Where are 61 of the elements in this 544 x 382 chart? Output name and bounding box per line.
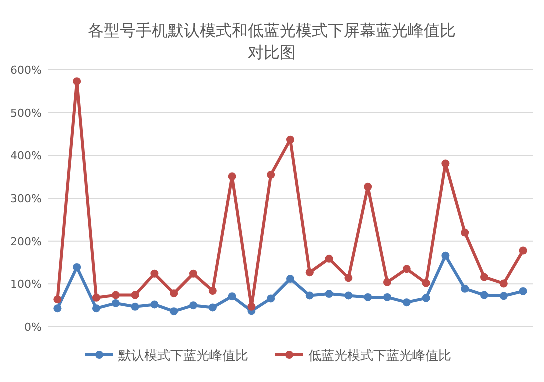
point: [364, 293, 372, 302]
point: [73, 263, 82, 272]
point: [286, 275, 294, 284]
point: [92, 304, 100, 313]
point: [344, 292, 353, 300]
point: [170, 290, 178, 298]
point: [325, 290, 334, 298]
point: [306, 268, 314, 277]
legend-label: 低蓝光模式下蓝光峰值比: [308, 349, 452, 364]
point: [500, 292, 508, 300]
point: [461, 284, 470, 293]
point: [208, 304, 217, 312]
y-tick-label: 0%: [24, 321, 42, 334]
point: [112, 299, 120, 308]
point: [73, 78, 82, 86]
point: [112, 291, 120, 300]
point: [150, 270, 159, 278]
point: [442, 160, 450, 168]
point: [384, 278, 392, 286]
y-tick-label: 100%: [10, 278, 42, 292]
point: [267, 294, 276, 303]
legend-item: 默认模式下蓝光峰值比: [86, 349, 248, 364]
legend-label: 默认模式下蓝光峰值比: [118, 349, 248, 364]
point: [325, 254, 334, 263]
y-tick-label: 500%: [10, 106, 42, 120]
title: 各型号手机默认模式和低蓝光模式下屏幕蓝光峰值比对比图: [87, 20, 457, 64]
point: [150, 300, 159, 309]
y-tick-label: 300%: [10, 192, 42, 206]
point: [384, 293, 392, 302]
point: [208, 287, 217, 296]
point: [170, 308, 178, 316]
point: [228, 292, 236, 301]
point: [364, 182, 372, 191]
point: [422, 279, 430, 288]
y-tick-label: 200%: [10, 235, 42, 248]
point: [54, 296, 62, 304]
point: [54, 304, 62, 313]
y-tick-label: 600%: [10, 64, 42, 77]
point: [131, 291, 140, 300]
point: [461, 228, 470, 237]
legend-item: 低蓝光模式下蓝光峰值比: [276, 349, 452, 364]
point: [519, 246, 528, 255]
point: [190, 302, 198, 310]
point: [422, 294, 430, 302]
point: [92, 294, 100, 302]
point: [190, 270, 198, 278]
point: [480, 273, 488, 282]
point: [267, 170, 276, 179]
point: [131, 302, 140, 311]
point: [500, 280, 508, 288]
point: [480, 291, 488, 300]
point: [306, 292, 314, 300]
point: [442, 252, 450, 260]
point: [402, 298, 411, 307]
point: [402, 265, 411, 274]
y-tick-label: 400%: [10, 150, 42, 163]
point: [344, 274, 353, 282]
point: [248, 302, 256, 311]
point: [286, 136, 294, 144]
point: [228, 172, 236, 181]
point: [519, 287, 528, 296]
